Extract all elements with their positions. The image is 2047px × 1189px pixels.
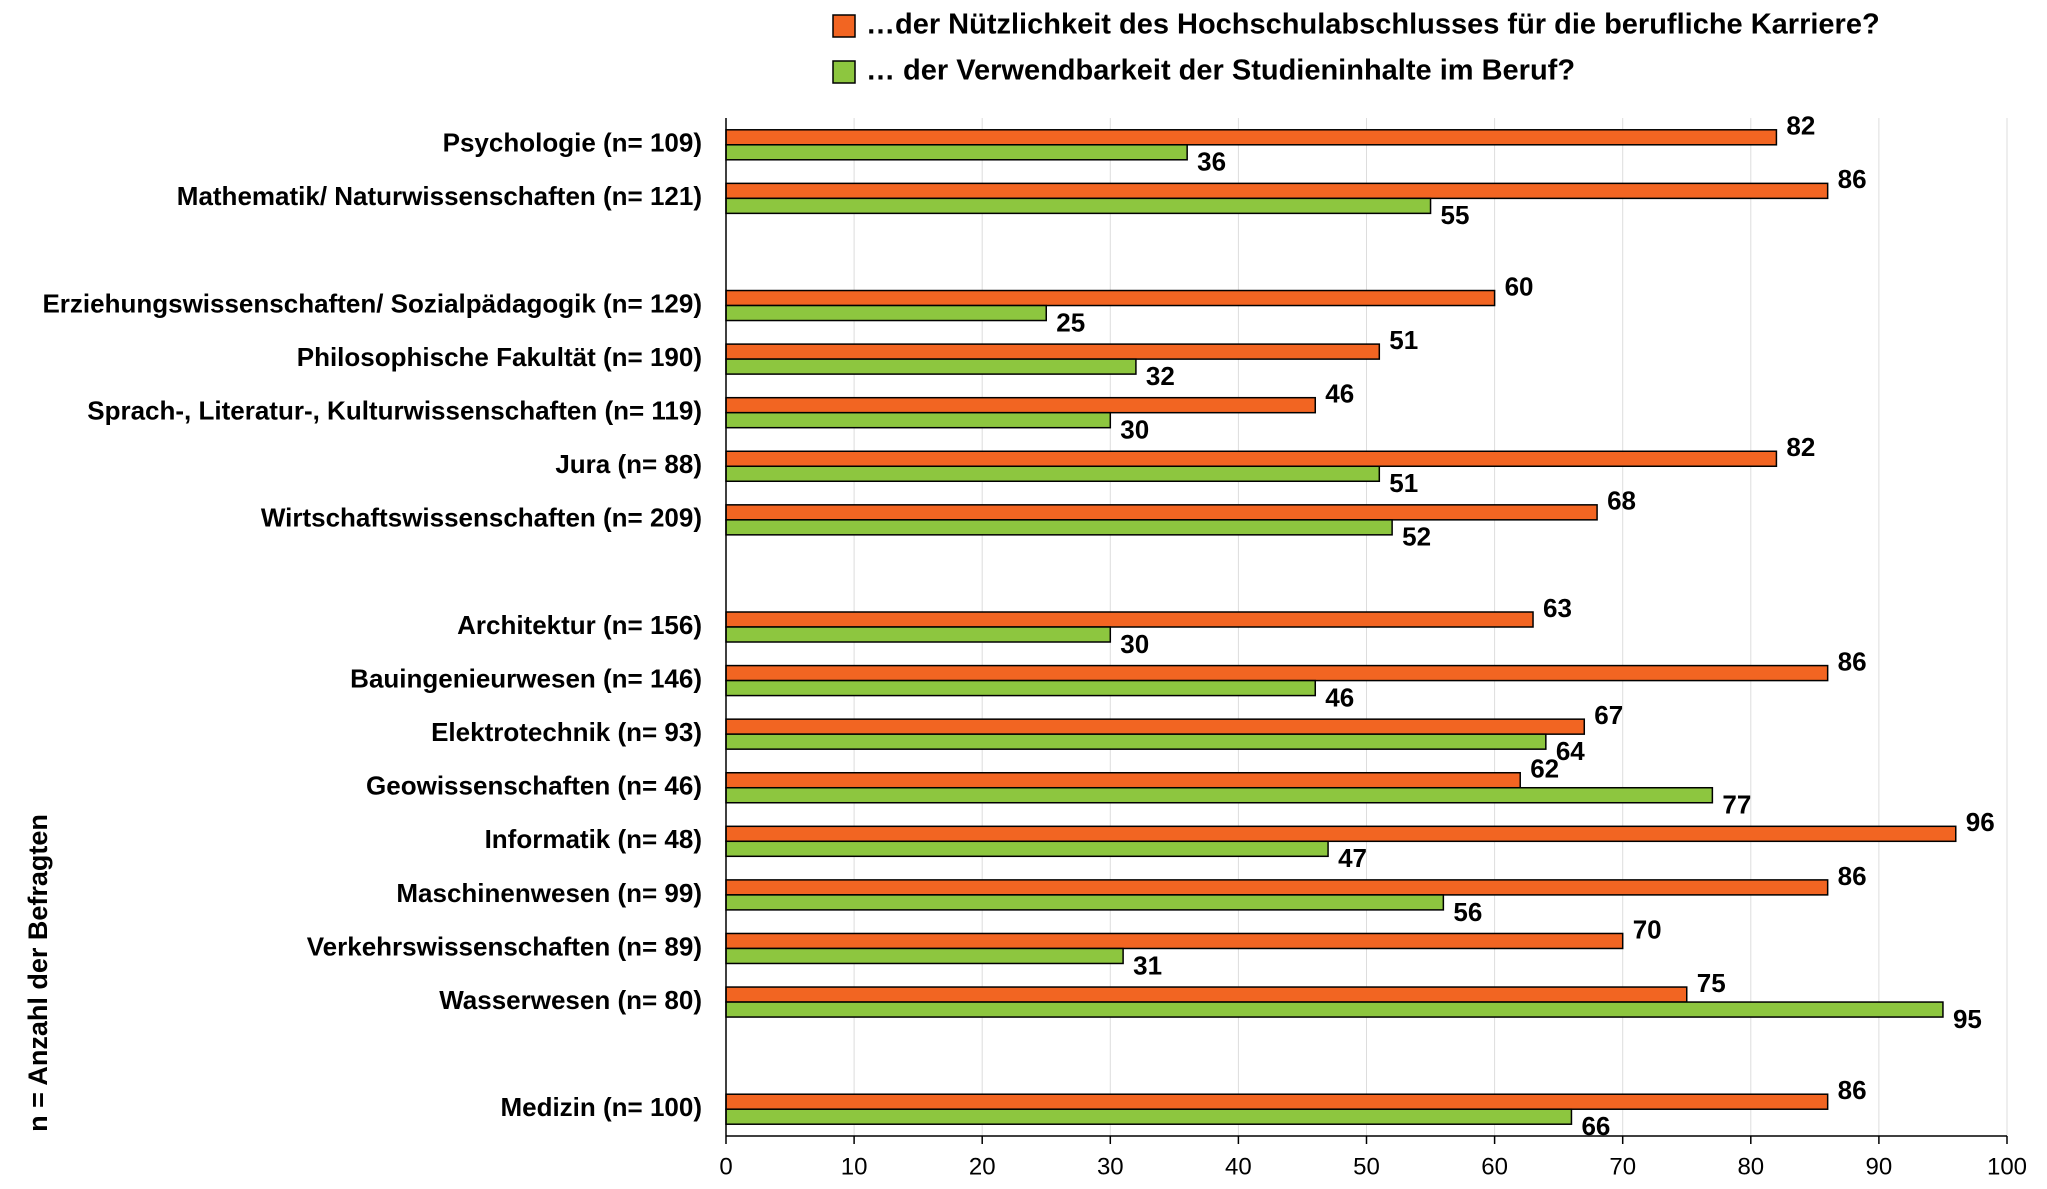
x-tick-label: 100 xyxy=(1987,1153,2027,1180)
y-tick-label: Architektur (n= 156) xyxy=(457,610,702,640)
bar xyxy=(725,947,1124,965)
bar xyxy=(725,718,1586,735)
value-label: 56 xyxy=(1453,897,1482,927)
value-label: 68 xyxy=(1607,486,1636,516)
value-label: 36 xyxy=(1197,147,1226,177)
bar xyxy=(725,932,1624,950)
value-label: 46 xyxy=(1325,379,1354,409)
y-tick-label: Sprach-, Literatur-, Kulturwissenschafte… xyxy=(87,396,702,426)
bar xyxy=(725,304,1047,322)
legend-label: …der Nützlichkeit des Hochschulabschluss… xyxy=(866,9,1880,41)
y-tick-label: Medizin (n= 100) xyxy=(500,1092,702,1122)
value-label: 75 xyxy=(1697,968,1726,998)
y-tick-label: Mathematik/ Naturwissenschaften (n= 121) xyxy=(177,181,702,211)
y-tick-label: Jura (n= 88) xyxy=(555,449,702,479)
bar xyxy=(725,1093,1829,1110)
value-label: 70 xyxy=(1633,914,1662,944)
bar xyxy=(725,611,1534,628)
bar xyxy=(725,840,1329,858)
y-tick-label: Maschinenwesen (n= 99) xyxy=(396,878,702,908)
x-tick-label: 50 xyxy=(1353,1153,1380,1180)
bar xyxy=(725,825,1957,843)
bar xyxy=(725,343,1381,360)
value-label: 82 xyxy=(1786,111,1815,141)
value-label: 55 xyxy=(1441,200,1470,230)
bar xyxy=(725,396,1317,414)
x-tick-label: 10 xyxy=(841,1153,868,1180)
bar xyxy=(725,465,1381,483)
y-tick-label: Psychologie (n= 109) xyxy=(443,128,702,158)
value-label: 52 xyxy=(1402,522,1431,552)
value-label: 32 xyxy=(1146,361,1175,391)
value-label: 86 xyxy=(1838,1075,1867,1105)
x-tick-label: 70 xyxy=(1609,1153,1636,1180)
bar xyxy=(725,786,1714,804)
y-tick-label: Bauingenieurwesen (n= 146) xyxy=(350,663,702,693)
bar xyxy=(725,197,1432,215)
x-tick-label: 60 xyxy=(1481,1153,1508,1180)
y-tick-label: Geowissenschaften (n= 46) xyxy=(366,771,702,801)
value-label: 86 xyxy=(1838,861,1867,891)
bar xyxy=(725,504,1598,521)
bar xyxy=(725,450,1778,468)
x-tick-label: 0 xyxy=(719,1153,732,1180)
value-label: 64 xyxy=(1556,736,1585,766)
value-label: 47 xyxy=(1338,843,1367,873)
legend-swatch xyxy=(832,60,856,84)
bar xyxy=(725,879,1829,896)
value-label: 96 xyxy=(1966,807,1995,837)
bar xyxy=(725,894,1445,911)
y-tick-label: Elektrotechnik (n= 93) xyxy=(431,717,702,747)
value-label: 86 xyxy=(1838,164,1867,194)
bar xyxy=(725,771,1521,789)
bar xyxy=(725,1108,1573,1125)
value-label: 63 xyxy=(1543,593,1572,623)
value-label: 77 xyxy=(1722,790,1751,820)
value-label: 62 xyxy=(1530,754,1559,784)
legend-label: … der Verwendbarkeit der Studieninhalte … xyxy=(866,55,1575,87)
bar xyxy=(725,358,1137,375)
value-label: 95 xyxy=(1953,1004,1982,1034)
bar xyxy=(725,986,1688,1003)
bar xyxy=(725,289,1496,307)
x-tick-label: 80 xyxy=(1737,1153,1764,1180)
bar xyxy=(725,129,1778,146)
y-tick-label: Philosophische Fakultät (n= 190) xyxy=(297,342,702,372)
bar xyxy=(725,664,1829,682)
value-label: 31 xyxy=(1133,950,1162,980)
x-tick-label: 30 xyxy=(1097,1153,1124,1180)
value-label: 51 xyxy=(1389,325,1418,355)
value-label: 25 xyxy=(1056,307,1085,337)
value-label: 86 xyxy=(1838,646,1867,676)
bar xyxy=(725,679,1317,697)
legend-swatch xyxy=(832,14,856,38)
x-tick-label: 40 xyxy=(1225,1153,1252,1180)
value-label: 51 xyxy=(1389,468,1418,498)
y-tick-label: Wasserwesen (n= 80) xyxy=(439,985,702,1015)
y-tick-label: Wirtschaftswissenschaften (n= 209) xyxy=(261,503,702,533)
y-axis-title: n = Anzahl der Befragten xyxy=(23,814,53,1132)
value-label: 82 xyxy=(1786,432,1815,462)
bar xyxy=(725,1001,1944,1018)
value-label: 30 xyxy=(1120,415,1149,445)
y-tick-label: Informatik (n= 48) xyxy=(485,824,702,854)
y-tick-label: Erziehungswissenschaften/ Sozialpädagogi… xyxy=(42,288,702,318)
x-tick-label: 90 xyxy=(1866,1153,1893,1180)
value-label: 60 xyxy=(1505,271,1534,301)
value-label: 67 xyxy=(1594,700,1623,730)
value-label: 46 xyxy=(1325,682,1354,712)
bar xyxy=(725,144,1188,161)
bar xyxy=(725,182,1829,200)
bar xyxy=(725,519,1393,536)
x-tick-label: 20 xyxy=(969,1153,996,1180)
bar xyxy=(725,626,1112,643)
y-tick-label: Verkehrswissenschaften (n= 89) xyxy=(307,931,702,961)
value-label: 30 xyxy=(1120,629,1149,659)
bar xyxy=(725,411,1112,429)
bar xyxy=(725,733,1547,750)
